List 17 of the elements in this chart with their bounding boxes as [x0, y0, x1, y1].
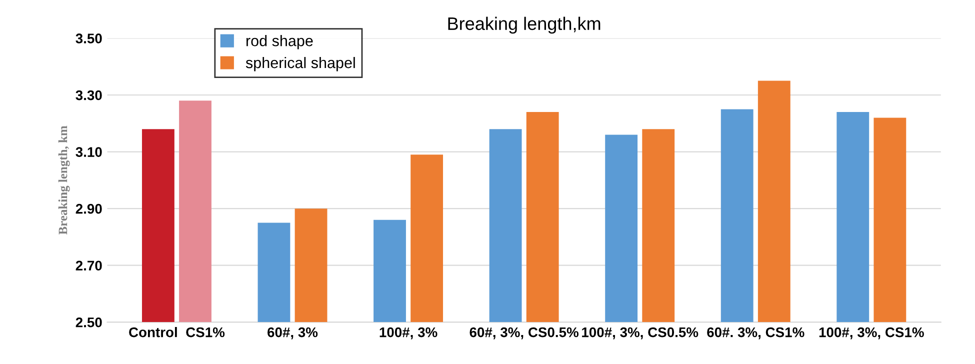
y-tick-label: 2.90 — [76, 204, 102, 214]
legend-label: rod shape — [246, 35, 313, 50]
x-tick-label: 60#, 3%, CS0.5% — [470, 327, 579, 340]
x-tick-label: Control CS1% — [129, 327, 225, 338]
x-tick-label: 60#, 3% — [268, 327, 318, 340]
x-tick-label: 100#, 3% — [380, 327, 438, 340]
x-tick-label: 60#. 3%, CS1% — [707, 327, 804, 340]
y-tick-label: 2.70 — [76, 260, 102, 271]
y-tick-label: 2.50 — [76, 317, 102, 328]
chart-title: Breaking length,km — [448, 16, 600, 34]
y-tick-label: 3.50 — [76, 34, 102, 44]
x-tick-label: 100#, 3%, CS1% — [819, 327, 924, 340]
y-axis-title: Breaking length, km — [58, 126, 70, 235]
x-tick-label: 100#, 3%, CS0.5% — [582, 327, 698, 340]
legend-label: spherical shapel — [246, 56, 355, 72]
y-tick-label: 3.10 — [76, 147, 102, 157]
y-tick-label: 3.30 — [76, 90, 102, 100]
